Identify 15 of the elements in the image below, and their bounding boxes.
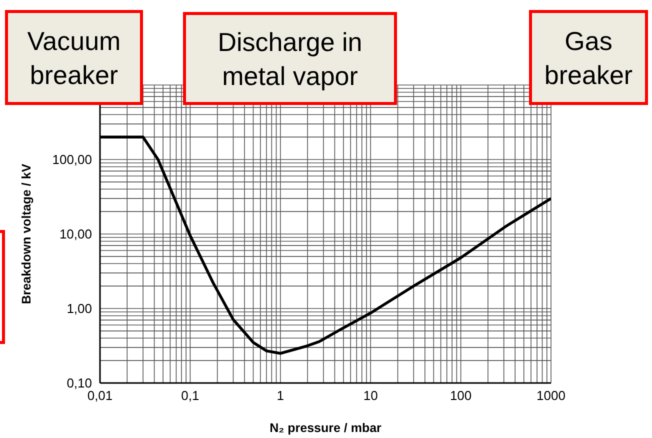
x-tick-label: 10 (363, 388, 378, 404)
annotation: Gas breaker (543, 24, 634, 92)
y-axis-title: Breakdown voltage / kV (19, 163, 34, 304)
x-tick-label: 1000 (536, 388, 566, 404)
annotation: Vacuum breaker (26, 24, 122, 92)
x-tick-label: 100 (450, 388, 472, 404)
y-tick-label: 1,00 (66, 301, 92, 316)
y-tick-label: 100,00 (52, 152, 92, 168)
annotation: Discharge in metal vapor (216, 26, 364, 92)
x-tick-label: 1 (276, 388, 284, 404)
x-tick-label: 0,1 (181, 388, 200, 404)
x-tick-label: 0,01 (87, 388, 113, 404)
y-tick-label: 10,00 (59, 226, 92, 242)
y-tick-label: 0,10 (66, 376, 92, 391)
x-axis-title: N₂ pressure / mbar (270, 421, 382, 435)
